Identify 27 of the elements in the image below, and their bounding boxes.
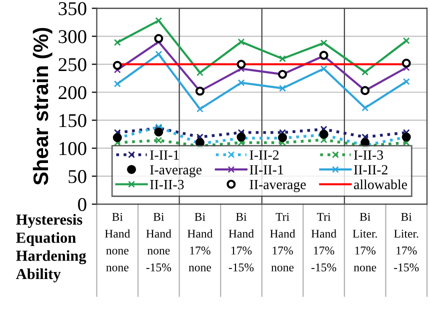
x-tick-label: Bi Liter. 17% -15%: [394, 212, 419, 272]
x-tick-label: Bi Hand none none: [104, 212, 130, 272]
x-tick-label: Bi Hand none -15%: [146, 212, 172, 272]
legend-label: I-II-1: [150, 150, 179, 160]
legend-label: I-average: [150, 165, 202, 178]
y-tick-label: 350: [58, 2, 86, 16]
x-tick-label: Bi Hand 17% -15%: [228, 212, 254, 272]
x-tick-label: Tri Hand 17% -15%: [311, 212, 336, 272]
legend-label: II-II-2: [354, 165, 388, 174]
y-tick-label: 0: [78, 198, 86, 212]
legend-label: I-II-3: [354, 150, 384, 160]
legend-label: allowable: [354, 179, 408, 190]
legend-label: II-average: [250, 180, 306, 192]
text: Hysteresis Equation Hardening Ability: [16, 214, 86, 282]
y-tick-label: 250: [58, 58, 86, 72]
y-tick-label: 50: [68, 170, 86, 184]
y-tick-label: 200: [58, 86, 86, 100]
x-tick-label: Tri Hand 17% none: [270, 212, 296, 272]
y-tick-label: 150: [60, 114, 86, 128]
y-tick-label: 300: [58, 30, 86, 44]
legend-label: I-II-2: [250, 150, 279, 160]
y-axis-title: Shear strain (%): [32, 28, 52, 185]
x-tick-label: Bi Hand 17% none: [188, 212, 213, 272]
y-tick-label: 100: [60, 142, 86, 156]
legend-label: II-II-3: [150, 180, 184, 190]
x-tick-label: Bi Liter. 17% none: [352, 212, 377, 272]
legend-label: II-II-1: [250, 165, 284, 174]
